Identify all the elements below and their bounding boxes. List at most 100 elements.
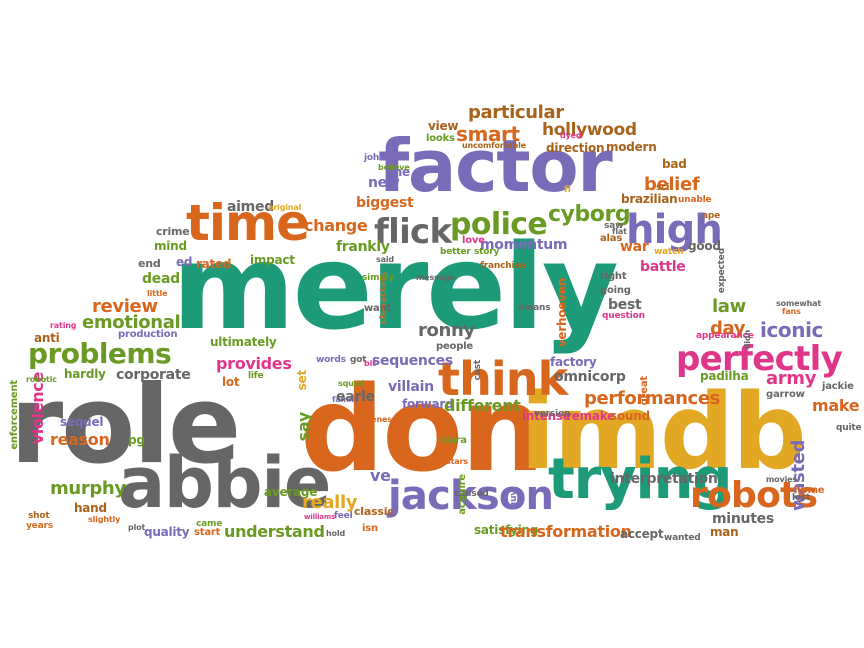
cloud-word: family [332,395,359,404]
cloud-word: set [295,370,309,391]
cloud-word: omnicorp [554,369,626,385]
cloud-word: franchise [480,261,526,271]
cloud-word: said [376,255,394,264]
cloud-word: end [138,257,161,270]
cloud-word: time [186,194,310,252]
cloud-word: trying [548,447,732,512]
cloud-word: dead [142,271,180,287]
cloud-word: believe [378,163,410,172]
cloud-word: flat [612,227,627,236]
cloud-word: hollywood [542,120,637,140]
cloud-word: clara [440,435,467,446]
cloud-word: robots [690,475,818,516]
cloud-word: perfectly [676,339,843,379]
cloud-word: classic [354,505,394,518]
cloud-word: pg [128,433,145,447]
cloud-word: good [688,239,721,253]
cloud-word: people [436,341,473,352]
cloud-word: hand [74,501,107,515]
cloud-word: guy [509,490,519,509]
cloud-word: anti [34,331,60,345]
cloud-word: problems [28,337,172,370]
cloud-word: performances [584,388,721,409]
cloud-word: love [462,235,485,246]
cloud-word: stars [446,457,468,466]
cloud-word: somewhat [776,299,822,308]
cloud-word: verhoeven [555,278,569,348]
cloud-word: high [626,207,723,253]
cloud-word: sound [610,409,650,423]
cloud-word: uncomfortable [462,141,526,150]
cloud-word: appearance [696,331,754,341]
cloud-word: great [639,376,650,406]
cloud-word: padilha [700,369,749,383]
cloud-word: impact [250,253,295,267]
cloud-word: squad [338,379,365,388]
cloud-word: going [600,285,631,296]
cloud-word: lost [792,493,811,503]
cloud-word: line [386,165,410,179]
cloud-word: view [428,119,459,133]
cloud-word: williams [304,513,336,521]
cloud-word: remake [566,409,616,423]
cloud-word: reason [50,430,110,449]
cloud-word: direction [546,141,605,155]
cloud-word: new [368,175,400,191]
cloud-word: characters [379,272,389,325]
cloud-word: ape [702,211,721,221]
cloud-word: looks [426,133,455,144]
cloud-word: don [300,360,545,498]
cloud-word: story [474,247,500,257]
cloud-word: accept [620,527,664,541]
cloud-word: make [812,396,860,415]
cloud-word: sci [656,183,670,193]
cloud-word: battle [640,259,686,275]
cloud-word: movies [766,475,798,484]
cloud-word: emotional [82,312,181,333]
cloud-word: war [620,239,649,255]
cloud-word: flick [374,212,452,252]
cloud-word: change [304,216,368,235]
cloud-word: start [194,527,221,538]
cloud-word: caused [454,489,489,499]
cloud-word: momentum [480,237,568,253]
cloud-word: jackson [388,473,554,519]
cloud-word: robotic [26,375,57,384]
cloud-word: plot [128,523,146,532]
cloud-word: words [316,355,346,365]
cloud-word: imdb [520,371,807,493]
cloud-word: best [608,297,642,313]
cloud-word: lot [222,375,240,389]
cloud-word: scenes [362,415,392,424]
cloud-word: modern [606,140,657,154]
cloud-word: saw [604,221,624,231]
cloud-word: sequences [372,353,453,369]
cloud-word: think [438,352,568,406]
cloud-word: garrow [766,389,805,400]
cloud-word: interpretation [610,471,718,487]
cloud-word: bit [364,359,376,368]
cloud-word: mind [154,239,187,253]
cloud-word: didn [743,330,752,350]
cloud-word: production [118,329,178,340]
cloud-word: ultimately [210,335,277,349]
cloud-word: question [602,311,645,321]
cloud-word: ed [176,255,193,269]
cloud-word: dyed [560,131,582,140]
cloud-word: forward [402,397,454,411]
cloud-word: ve [370,466,391,485]
cloud-word: particular [468,102,564,123]
cloud-word: right [600,271,627,282]
cloud-word: review [92,296,158,317]
cloud-word: biggest [356,195,414,211]
cloud-word: intense [522,409,571,423]
cloud-word: means [518,303,551,313]
cloud-word: cast [473,360,483,381]
cloud-word: acquire [457,474,468,515]
cloud-word: alas [600,233,623,244]
cloud-word: army [766,368,817,389]
cloud-word: quality [144,525,190,539]
cloud-word: little [147,289,168,298]
cloud-word: iconic [760,318,824,342]
cloud-word: villain [388,379,434,395]
